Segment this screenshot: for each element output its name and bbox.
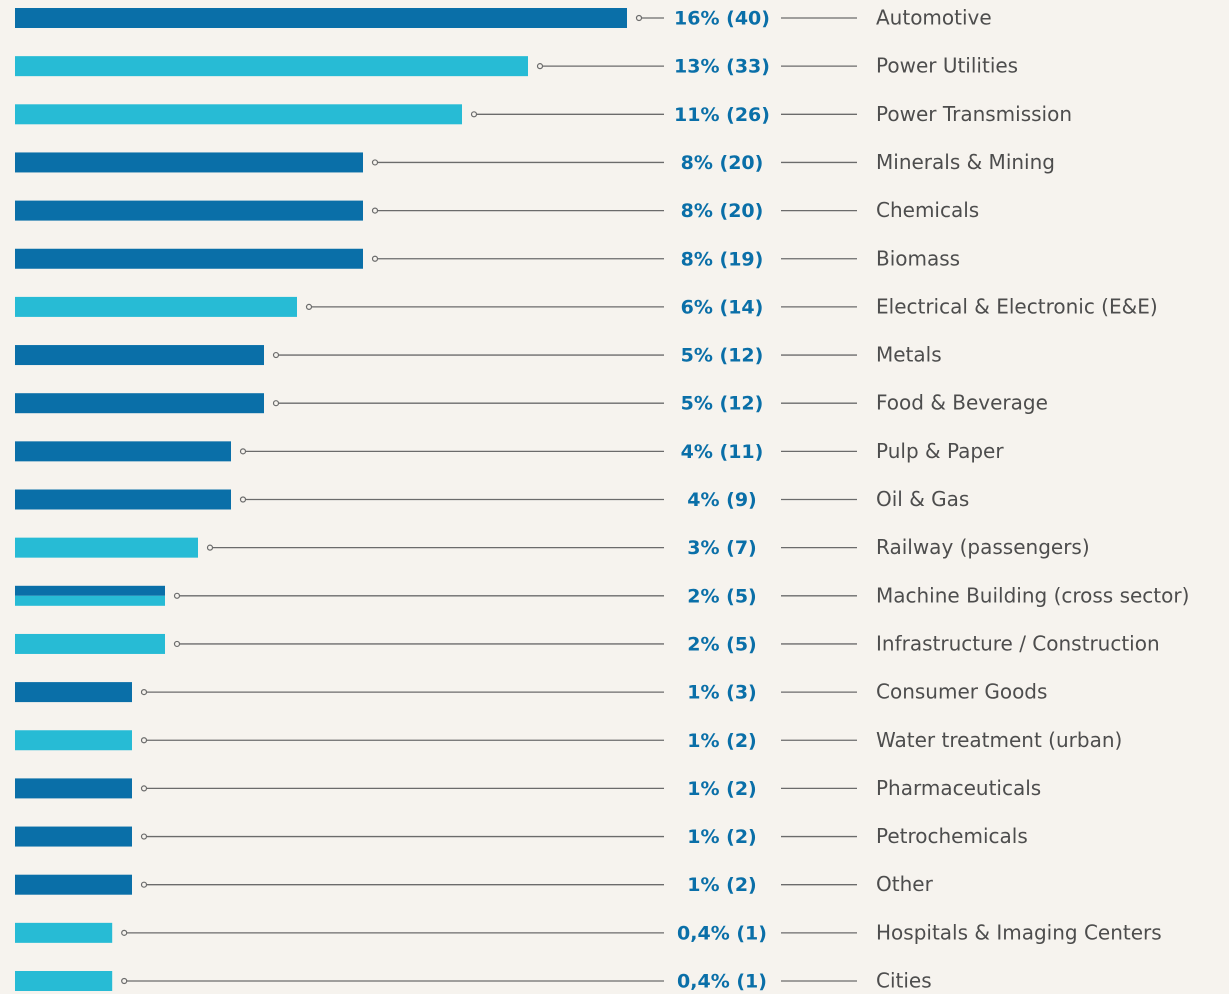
value-label: 3% (7)	[687, 537, 756, 559]
category-label: Biomass	[876, 246, 960, 270]
bar	[15, 922, 113, 943]
category-label: Pulp & Paper	[876, 439, 1004, 463]
category-label: Oil & Gas	[876, 487, 969, 511]
category-label: Cities	[876, 969, 932, 993]
bar	[15, 585, 165, 596]
leader-dot	[239, 448, 247, 455]
category-label: Electrical & Electronic (E&E)	[876, 294, 1158, 318]
category-label: Metals	[876, 343, 942, 367]
category-label: Minerals & Mining	[876, 150, 1055, 174]
bar	[15, 489, 231, 510]
bar	[15, 633, 165, 654]
leader-dot	[239, 496, 247, 503]
category-label: Automotive	[876, 6, 992, 30]
bar	[15, 537, 198, 558]
bar	[15, 682, 132, 703]
leader-dot	[371, 159, 379, 166]
value-label: 2% (5)	[687, 633, 756, 655]
leader-dot	[140, 881, 148, 888]
value-label: 16% (40)	[674, 8, 770, 30]
value-label: 1% (2)	[687, 778, 756, 800]
value-label: 0,4% (1)	[677, 922, 767, 944]
bar	[15, 296, 297, 317]
category-label: Petrochemicals	[876, 824, 1028, 848]
leader-dot	[140, 785, 148, 792]
category-label: Hospitals & Imaging Centers	[876, 920, 1162, 944]
leader-dot	[173, 592, 181, 599]
value-label: 4% (11)	[681, 441, 764, 463]
leader-dot	[140, 833, 148, 840]
value-label: 1% (3)	[687, 682, 756, 704]
category-label: Infrastructure / Construction	[876, 631, 1160, 655]
category-label: Chemicals	[876, 198, 979, 222]
bar	[15, 152, 363, 173]
category-label: Other	[876, 872, 934, 896]
category-label: Consumer Goods	[876, 680, 1047, 704]
leader-dot	[536, 63, 544, 70]
bar	[15, 8, 627, 28]
leader-dot	[140, 737, 148, 744]
bar	[15, 200, 363, 221]
bar	[15, 826, 132, 847]
leader-dot	[635, 14, 643, 22]
category-label: Power Transmission	[876, 102, 1072, 126]
bar	[15, 441, 231, 462]
value-label: 11% (26)	[674, 104, 770, 126]
bar	[15, 248, 363, 269]
leader-dot	[140, 688, 148, 696]
value-label: 1% (2)	[687, 826, 756, 848]
leader-dot	[272, 351, 280, 359]
value-label: 2% (5)	[687, 585, 756, 607]
category-label: Power Utilities	[876, 54, 1018, 78]
bar	[15, 730, 132, 751]
leader-dot	[206, 544, 214, 551]
bar	[15, 595, 165, 606]
category-label: Water treatment (urban)	[876, 728, 1122, 752]
value-label: 13% (33)	[674, 56, 770, 78]
value-label: 1% (2)	[687, 730, 756, 752]
value-label: 4% (9)	[687, 489, 756, 511]
value-label: 0,4% (1)	[677, 971, 767, 993]
value-label: 8% (20)	[681, 200, 764, 222]
leader-dot	[173, 640, 181, 648]
value-label: 5% (12)	[681, 345, 764, 367]
value-label: 8% (19)	[681, 248, 764, 270]
leader-dot	[371, 207, 379, 214]
category-label: Railway (passengers)	[876, 535, 1090, 559]
bar	[15, 345, 264, 366]
bar	[15, 104, 462, 125]
leader-dot	[121, 929, 128, 936]
value-label: 5% (12)	[681, 393, 764, 415]
category-label: Food & Beverage	[876, 391, 1048, 415]
leader-dot	[371, 255, 379, 262]
bar	[15, 971, 113, 991]
bar	[15, 874, 132, 895]
bar	[15, 56, 528, 77]
bar	[15, 393, 264, 414]
leader-dot	[121, 977, 128, 985]
leader-dot	[305, 303, 313, 310]
bar	[15, 778, 132, 799]
value-label: 6% (14)	[681, 296, 764, 318]
value-label: 1% (2)	[687, 874, 756, 896]
category-label: Pharmaceuticals	[876, 776, 1041, 800]
value-label: 8% (20)	[681, 152, 764, 174]
leader-dot	[470, 111, 478, 118]
category-label: Machine Building (cross sector)	[876, 583, 1189, 607]
leader-dot	[272, 400, 280, 407]
